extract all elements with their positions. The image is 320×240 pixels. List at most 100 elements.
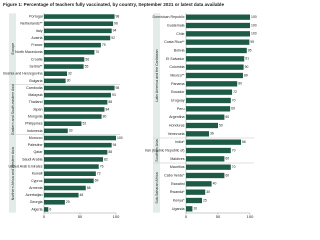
bar	[186, 47, 247, 54]
y-tick-label: Armenia	[29, 186, 42, 190]
group-label: Latin America and the Caribbean	[155, 49, 159, 101]
bar	[44, 114, 102, 119]
bar	[186, 164, 231, 170]
y-tick-label: Thailand	[29, 100, 43, 104]
value-label: 56	[85, 57, 89, 61]
bar	[186, 14, 250, 20]
y-tick-label: Mauritius	[170, 165, 185, 169]
bar	[186, 206, 193, 212]
bar	[186, 64, 244, 70]
value-label: 70	[232, 98, 236, 102]
value-label: 98	[116, 14, 120, 18]
value-label: 91	[245, 57, 249, 61]
value-label: 96	[114, 22, 118, 26]
y-tick-label: Bolivia	[174, 48, 185, 52]
y-tick-label: Morocco	[29, 136, 43, 140]
bar	[186, 31, 250, 37]
value-label: 36	[210, 132, 214, 136]
bar	[186, 131, 210, 137]
y-tick-label: Japan	[33, 107, 43, 111]
bar	[186, 139, 242, 145]
y-tick-label: Costa Rica**	[164, 40, 185, 44]
value-label: 70	[95, 50, 99, 54]
group-band	[153, 138, 160, 163]
bar	[44, 178, 94, 184]
y-tick-label: Algeria	[31, 207, 42, 211]
y-tick-label: Honduras	[169, 123, 185, 127]
value-label: 90	[245, 65, 249, 69]
y-tick-label: Argentina	[169, 115, 184, 119]
bar	[44, 100, 108, 105]
value-label: 82	[104, 157, 108, 161]
y-tick-label: Venezuela	[168, 132, 185, 136]
bar	[44, 78, 66, 84]
y-tick-label: Mexico**	[170, 73, 185, 77]
bar	[44, 185, 86, 191]
y-tick-label: Netherlands**	[20, 22, 43, 26]
value-label: 30	[67, 79, 71, 83]
bar	[44, 107, 105, 112]
y-tick-label: Bosnia and Herzegovina	[3, 72, 42, 76]
y-tick-label: Mongolia	[28, 115, 43, 119]
bar	[186, 97, 231, 104]
y-tick-label: Rwanda*	[170, 190, 185, 194]
bar	[44, 150, 108, 155]
value-label: 100	[117, 136, 123, 140]
value-label: 92	[111, 36, 115, 40]
y-tick-label: North Macedonia	[15, 50, 42, 54]
value-label: 29	[66, 200, 70, 204]
bar	[44, 42, 101, 48]
value-label: 70	[232, 165, 236, 169]
y-tick-label: Chile	[176, 32, 184, 36]
bar	[44, 57, 85, 62]
value-label: 60	[225, 173, 229, 177]
bar	[186, 72, 243, 79]
x-tick-label: 0	[43, 214, 46, 219]
bar	[44, 85, 115, 91]
value-label: 70	[232, 148, 236, 152]
x-tick-label: 50	[216, 214, 221, 219]
bar	[44, 164, 99, 169]
y-tick-label: Saudi Arabia	[22, 157, 42, 161]
value-label: 76	[100, 164, 104, 168]
y-tick-label: Peru	[177, 107, 185, 111]
y-tick-label: Qatar	[34, 150, 44, 154]
value-label: 40	[213, 182, 217, 186]
y-tick-label: Azerbaijan	[26, 193, 43, 197]
value-label: 84	[105, 107, 109, 111]
group-label: Northern Africa and Western Asia	[11, 147, 15, 200]
bar	[186, 114, 225, 120]
y-tick-label: India*	[175, 140, 185, 144]
value-label: 52	[82, 122, 86, 126]
y-tick-label: Palestine	[28, 143, 43, 147]
value-label: 58	[87, 186, 91, 190]
y-tick-label: Croatia	[31, 57, 43, 61]
value-label: 60	[225, 157, 229, 161]
bar	[186, 189, 206, 195]
y-tick-label: Uganda	[172, 207, 185, 211]
group-label: Sub-Saharan Africa	[155, 172, 159, 203]
x-tick-label: 100	[113, 214, 120, 219]
bar	[44, 171, 96, 176]
value-label: 69	[231, 107, 235, 111]
bar	[44, 35, 111, 41]
group-band	[153, 13, 160, 138]
y-tick-label: Cyprus	[31, 179, 43, 183]
y-tick-label: Cambodia	[26, 86, 42, 90]
y-tick-label: Guatemala	[167, 23, 185, 27]
y-tick-label: Eswatini	[171, 182, 185, 186]
bar	[44, 21, 114, 26]
y-tick-label: Maldives	[170, 157, 184, 161]
bar	[44, 92, 111, 98]
group-label: Europe	[11, 43, 15, 55]
value-label: 94	[113, 143, 117, 147]
value-label: 86	[242, 140, 246, 144]
y-tick-label: El Salvador	[166, 57, 185, 61]
group-label: Southern Asia	[155, 139, 159, 161]
group-band	[9, 84, 16, 135]
bar	[44, 121, 82, 126]
value-label: 93	[112, 93, 116, 97]
bar	[186, 172, 225, 179]
group-band	[9, 13, 16, 85]
y-tick-label: Uruguay	[171, 98, 185, 102]
